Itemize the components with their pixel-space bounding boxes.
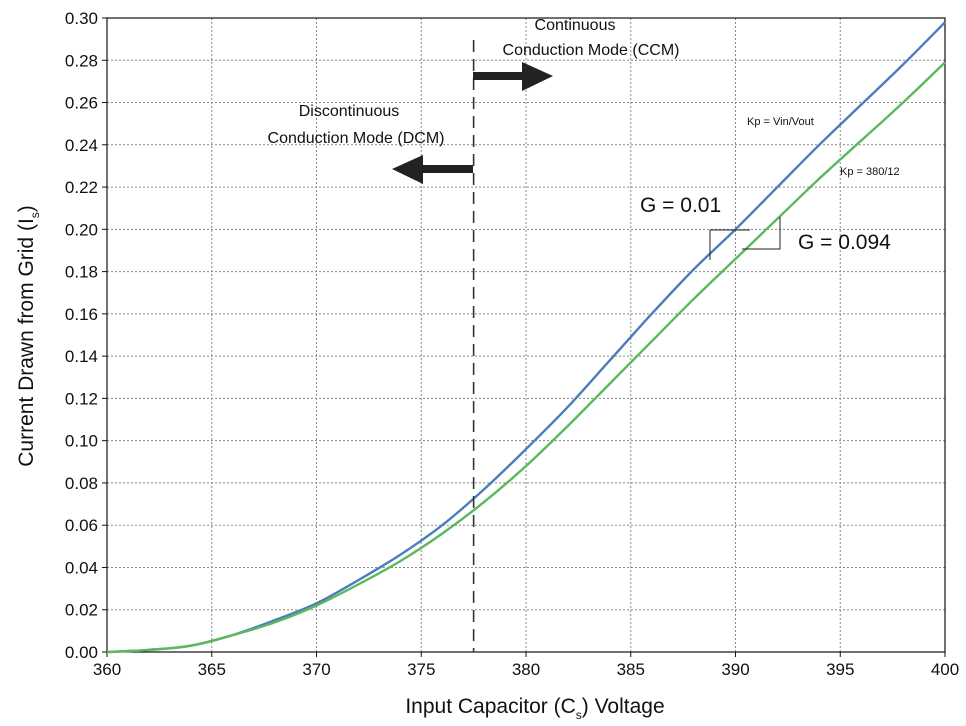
ccm-label-line1: Continuous	[535, 17, 616, 34]
y-tick-label: 0.24	[65, 136, 98, 155]
series-line-1	[106, 21, 946, 654]
series-layer	[106, 21, 946, 654]
y-tick-label: 0.10	[65, 432, 98, 451]
y-tick-label: 0.14	[65, 347, 98, 366]
slope-label-g1: G = 0.01	[640, 194, 721, 217]
x-axis-title-subscript: s	[576, 708, 582, 722]
y-tick-label: 0.30	[65, 9, 98, 28]
ccm-arrow	[473, 62, 553, 91]
x-tick-label: 365	[198, 660, 226, 679]
dcm-label-line1: Discontinuous	[299, 103, 400, 120]
x-tick-label: 375	[407, 660, 435, 679]
x-tick-label: 385	[617, 660, 645, 679]
y-tick-label: 0.26	[65, 94, 98, 113]
y-tick-label: 0.06	[65, 516, 98, 535]
y-axis-title-subscript: s	[28, 212, 42, 218]
y-tick-label: 0.20	[65, 220, 98, 239]
y-tick-label: 0.00	[65, 643, 98, 662]
x-tick-label: 360	[93, 660, 121, 679]
y-tick-label: 0.28	[65, 51, 98, 70]
y-tick-label: 0.08	[65, 474, 98, 493]
slope-label-g2: G = 0.094	[798, 231, 891, 254]
x-tick-label: 400	[931, 660, 959, 679]
y-tick-label: 0.22	[65, 178, 98, 197]
series-label-kp-vin-vout: Kp = Vin/Vout	[747, 116, 814, 128]
ccm-label-line2: Conduction Mode (CCM)	[503, 42, 680, 59]
x-tick-label: 390	[721, 660, 749, 679]
y-tick-label: 0.16	[65, 305, 98, 324]
y-axis-title: Current Drawn from Grid (Is)	[15, 205, 42, 467]
dcm-label-line2: Conduction Mode (DCM)	[268, 130, 445, 147]
grid	[107, 18, 945, 652]
y-axis-ticks: 0.00 0.02 0.04 0.06 0.08 0.10 0.12 0.14 0.16 0.18…	[65, 9, 107, 662]
series-line-2	[106, 61, 946, 654]
y-tick-label: 0.04	[65, 558, 98, 577]
y-axis-title-end: )	[15, 205, 38, 212]
y-axis-title-main: Current Drawn from Grid (I	[15, 218, 38, 467]
y-tick-label: 0.12	[65, 389, 98, 408]
slope-triangle-g2	[742, 217, 781, 250]
x-axis-title-main: Input Capacitor (C	[405, 695, 575, 718]
y-tick-label: 0.18	[65, 263, 98, 282]
x-tick-label: 380	[512, 660, 540, 679]
x-tick-label: 395	[826, 660, 854, 679]
series-label-kp-380-12: Kp = 380/12	[840, 166, 900, 178]
dcm-arrow	[392, 155, 473, 184]
x-axis-title-end: ) Voltage	[582, 695, 665, 718]
y-tick-label: 0.02	[65, 601, 98, 620]
x-tick-label: 370	[302, 660, 330, 679]
x-axis-title: Input Capacitor (Cs) Voltage	[405, 695, 664, 722]
x-axis-ticks: 360 365 370 375 380 385 390 395 400	[93, 652, 959, 679]
slope-triangle-g1	[709, 229, 750, 260]
